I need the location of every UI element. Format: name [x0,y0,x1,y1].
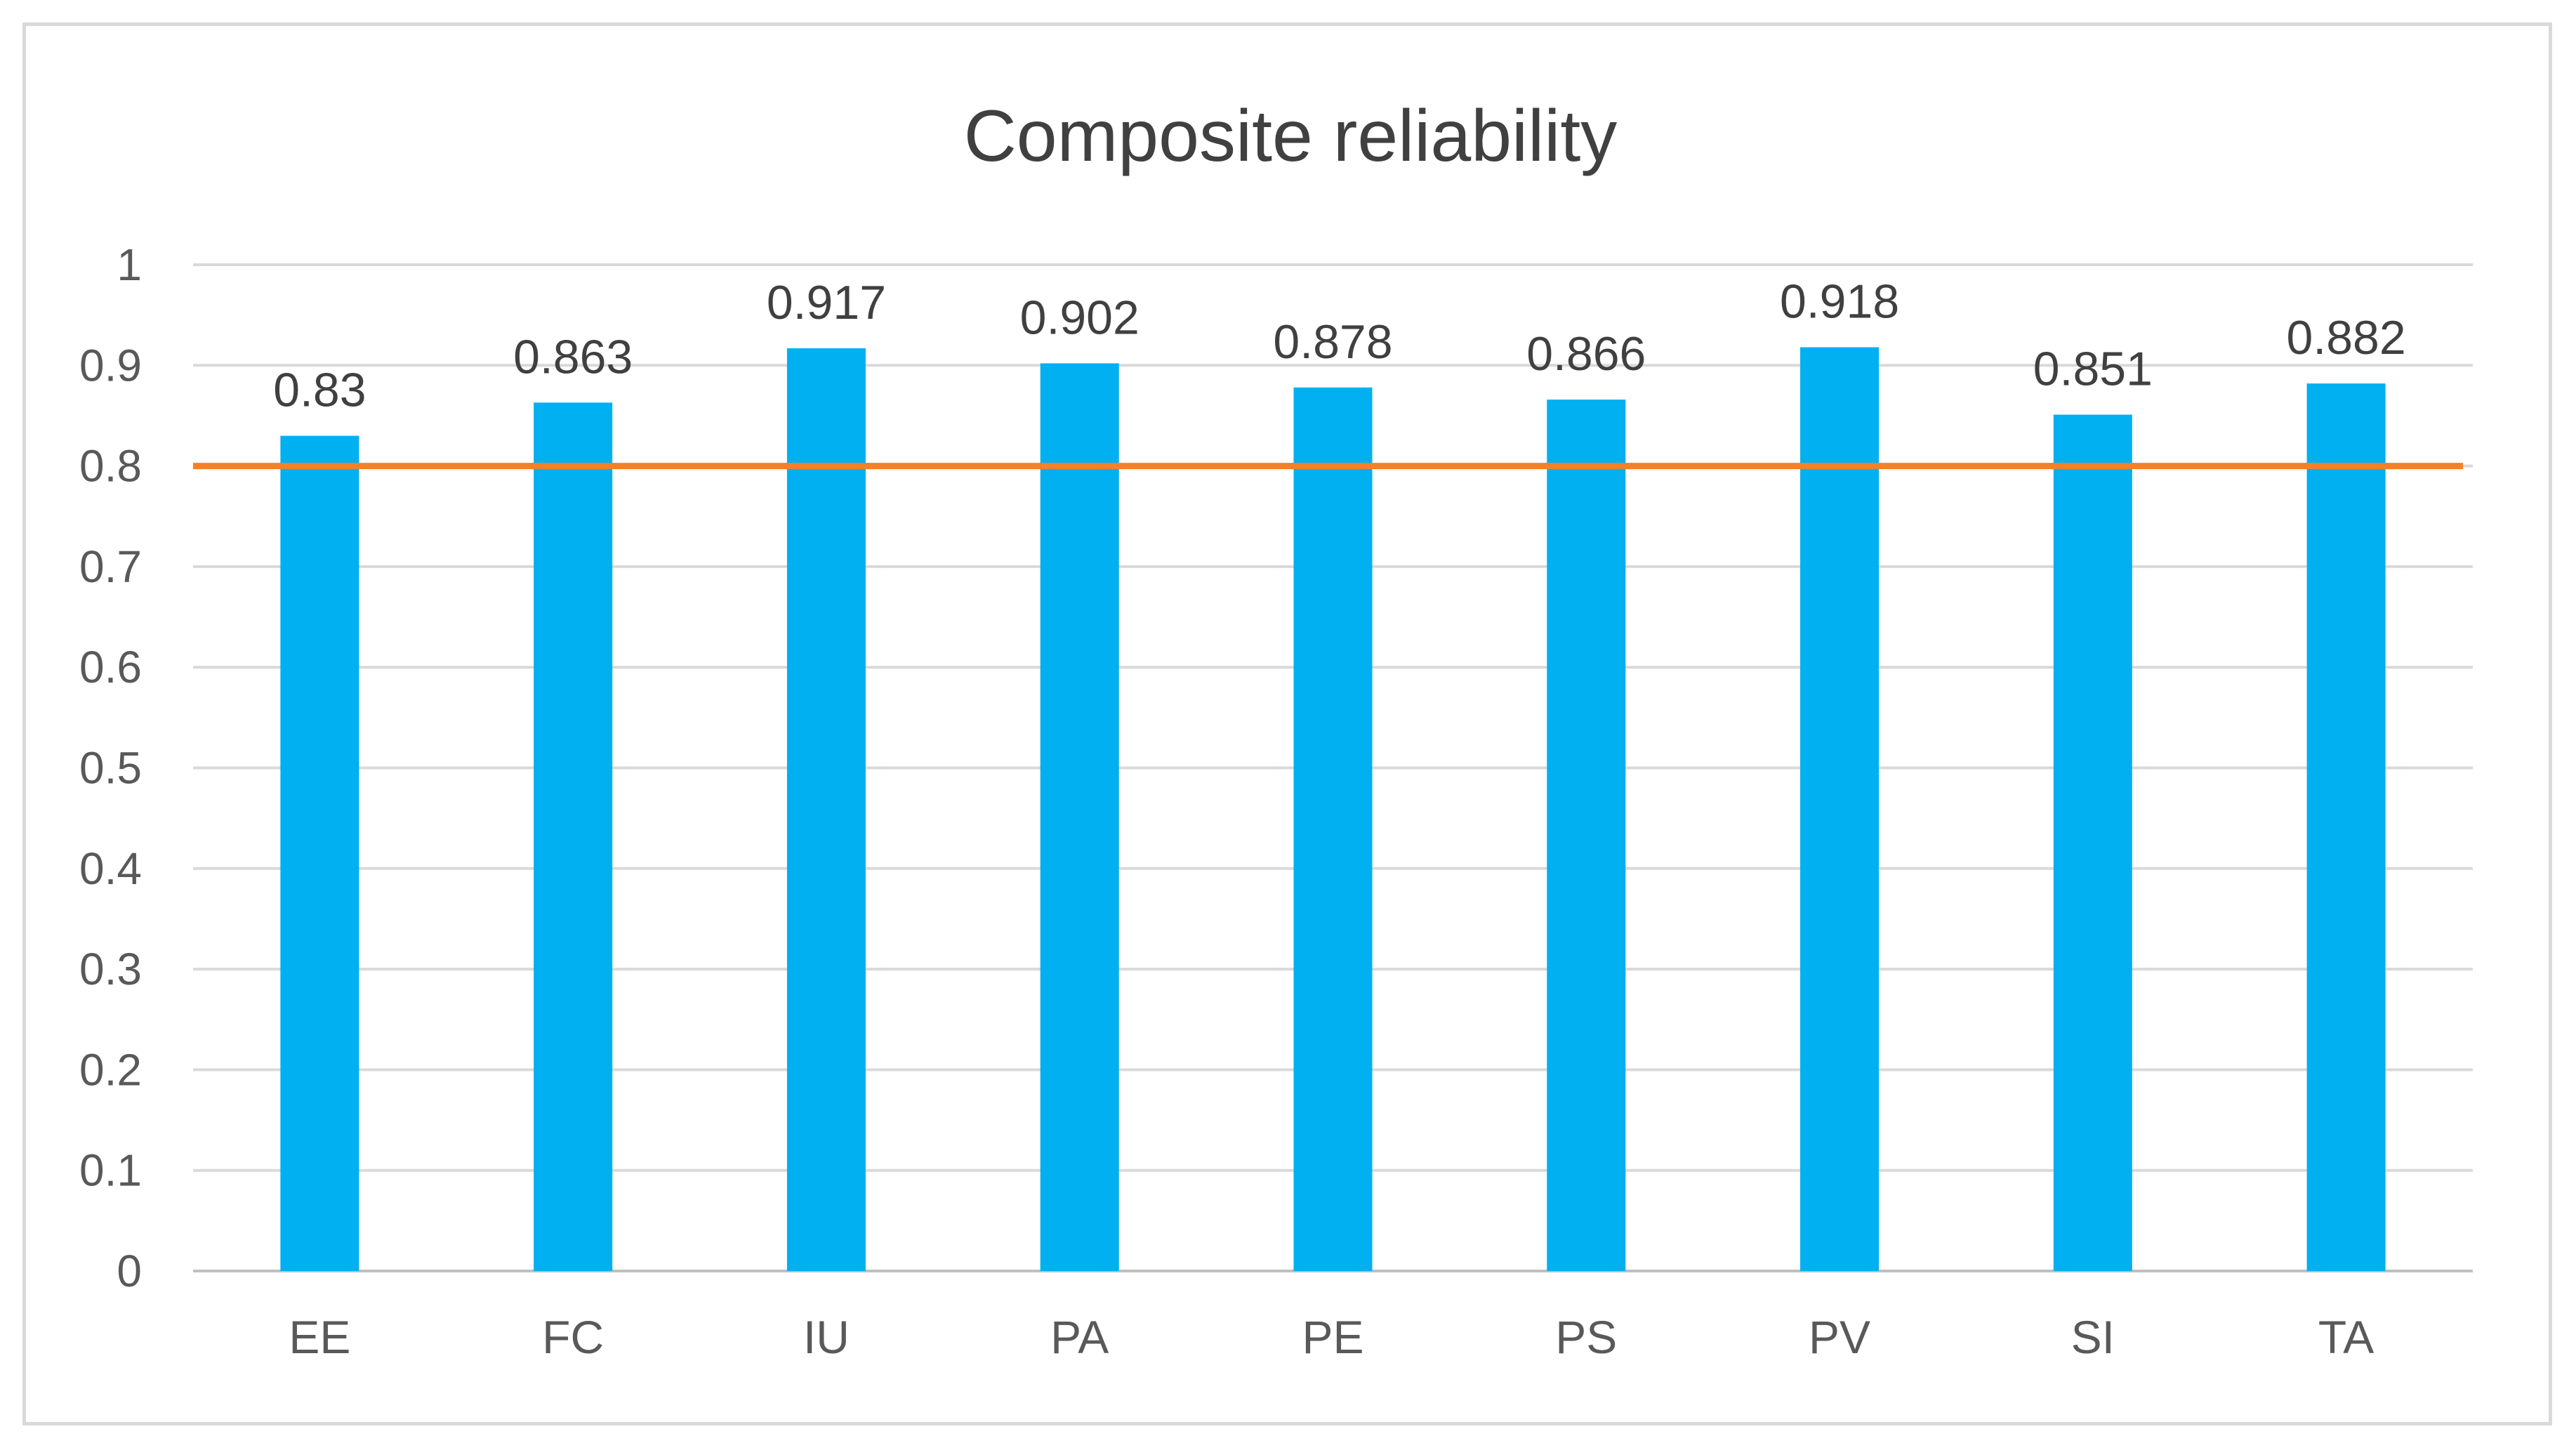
x-tick-label-ps: PS [1555,1311,1617,1363]
x-tick-label-si: SI [2071,1311,2115,1363]
bar-pv [1800,347,1880,1272]
y-tick-label: 0.9 [79,340,142,390]
bar-fc [534,402,613,1271]
data-label-ta: 0.882 [2287,311,2406,364]
bar-pa [1040,363,1119,1271]
y-tick-label: 0.8 [79,441,142,492]
data-label-si: 0.851 [2033,343,2153,396]
x-axis-categories: EE FC IU PA PE PS PV SI TA [289,1311,2374,1363]
bar-pe [1293,387,1373,1272]
data-label-ee: 0.83 [273,364,366,417]
chart-title: Composite reliability [964,96,1618,177]
x-tick-label-ee: EE [289,1311,350,1363]
data-label-fc: 0.863 [513,330,633,383]
y-tick-label: 0.3 [79,944,142,994]
chart-frame: Composite reliability 0 0.1 0.2 0.3 0.4 0.5 0.… [22,22,2552,1426]
y-tick-label: 0.2 [79,1044,142,1095]
y-tick-label: 0.5 [79,743,142,794]
data-label-pe: 0.878 [1273,315,1392,369]
data-label-iu: 0.917 [767,276,886,329]
data-label-pa: 0.902 [1020,291,1140,344]
y-axis-ticks: 0 0.1 0.2 0.3 0.4 0.5 0.6 0.7 0.8 0.9 1 [79,239,142,1296]
bars [280,347,2386,1272]
bar-si [2053,414,2132,1271]
data-labels: 0.83 0.863 0.917 0.902 0.878 0.866 0.918 0.851 0… [273,275,2405,417]
x-tick-label-iu: IU [803,1311,850,1363]
bar-chart: Composite reliability 0 0.1 0.2 0.3 0.4 0.5 0.… [79,96,2473,1363]
x-tick-label-pe: PE [1302,1311,1363,1363]
y-tick-label: 0 [117,1246,142,1296]
y-tick-label: 1 [117,239,142,290]
y-tick-label: 0.7 [79,541,142,592]
y-tick-label: 0.6 [79,642,142,692]
data-label-pv: 0.918 [1780,275,1899,329]
y-tick-label: 0.4 [79,843,142,894]
x-tick-label-ta: TA [2318,1311,2374,1363]
data-label-ps: 0.866 [1526,327,1646,381]
bar-iu [786,348,866,1272]
x-tick-label-pv: PV [1809,1311,1870,1363]
x-tick-label-pa: PA [1050,1311,1109,1363]
bar-ps [1547,400,1626,1271]
x-tick-label-fc: FC [542,1311,604,1363]
bar-ta [2306,383,2386,1271]
bar-ee [280,435,359,1271]
y-tick-label: 0.1 [79,1145,142,1196]
